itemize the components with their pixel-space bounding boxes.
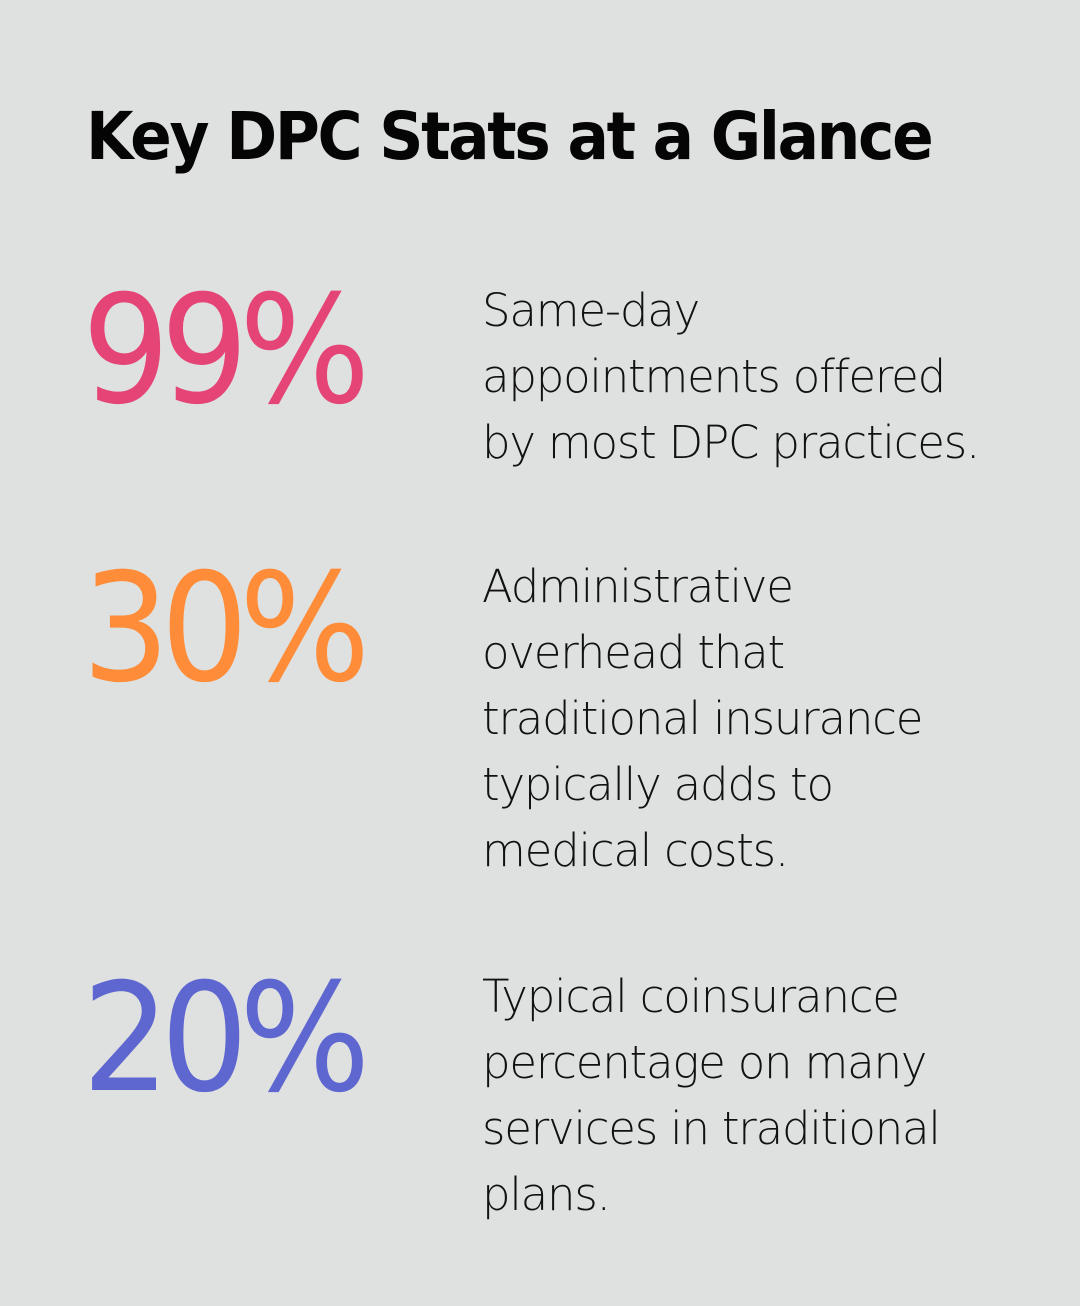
stat-description: Typical coinsurance percentage on many s… xyxy=(482,964,941,1228)
stat-description-line: typically adds to xyxy=(482,758,834,811)
stat-description-line: overhead that xyxy=(482,626,785,679)
stat-value: 20% xyxy=(82,952,370,1126)
stat-value: 99% xyxy=(82,264,370,438)
stat-description-line: plans. xyxy=(482,1168,611,1221)
stat-value: 30% xyxy=(82,542,370,716)
stat-description-line: Administrative xyxy=(482,560,794,613)
stat-description: Administrative overhead that traditional… xyxy=(482,554,923,884)
stat-description-line: medical costs. xyxy=(482,824,789,877)
stat-description-line: appointments offered xyxy=(482,350,946,403)
stat-description-line: traditional insurance xyxy=(482,692,923,745)
stat-description-line: percentage on many xyxy=(482,1036,927,1089)
stat-description: Same-day appointments offered by most DP… xyxy=(482,278,980,476)
stat-description-line: services in traditional xyxy=(482,1102,941,1155)
page-title: Key DPC Stats at a Glance xyxy=(86,98,934,175)
stat-description-line: Same-day xyxy=(482,284,700,337)
stat-description-line: Typical coinsurance xyxy=(482,970,900,1023)
stat-description-line: by most DPC practices. xyxy=(482,416,980,469)
